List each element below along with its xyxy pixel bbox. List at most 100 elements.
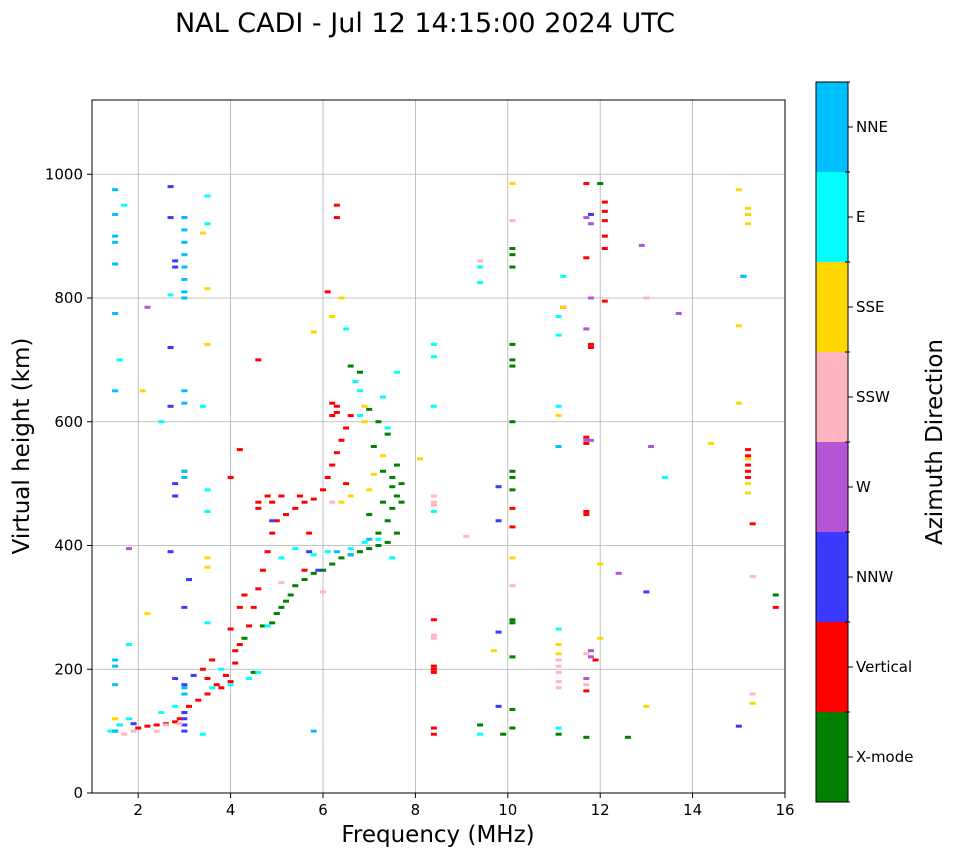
data-point-ssw (749, 692, 756, 696)
data-point-e (661, 475, 668, 479)
data-point-e (352, 380, 359, 384)
data-point-nne (181, 296, 188, 300)
data-point-w (587, 438, 594, 442)
data-point-x-mode (509, 726, 516, 730)
data-point-x-mode (380, 500, 387, 504)
data-point-vertical (430, 664, 437, 668)
data-point-w (615, 571, 622, 575)
data-point-w (675, 311, 682, 315)
data-point-vertical (176, 717, 183, 721)
data-point-vertical (745, 475, 752, 479)
data-point-vertical (292, 506, 299, 510)
colorbar-tick-label: W (856, 478, 871, 496)
data-point-nnw (495, 485, 502, 489)
data-point-vertical (333, 451, 340, 455)
data-point-vertical (301, 500, 308, 504)
data-point-x-mode (366, 547, 373, 551)
data-point-nnw (167, 185, 174, 189)
data-point-x-mode (583, 735, 590, 739)
data-point-nnw (495, 630, 502, 634)
y-tick-label: 0 (73, 784, 83, 802)
y-tick-label: 800 (54, 289, 83, 307)
colorbar: X-mode Vertical NNW W SSW SSE E NNE (815, 81, 913, 803)
data-point-vertical (601, 247, 608, 250)
data-point-vertical (430, 667, 437, 671)
data-point-x-mode (338, 556, 345, 560)
data-point-e (204, 222, 211, 226)
data-point-vertical (509, 506, 516, 510)
data-point-x-mode (241, 636, 248, 640)
data-point-nnw (172, 677, 179, 681)
data-point-e (121, 203, 128, 207)
data-point-e (116, 723, 123, 727)
data-point-x-mode (384, 540, 391, 544)
data-point-sse (745, 206, 752, 210)
data-point-e (278, 556, 285, 560)
data-point-nnw (181, 723, 188, 727)
data-point-x-mode (389, 506, 396, 510)
data-point-nne (181, 277, 188, 281)
data-point-e (204, 509, 211, 513)
data-point-x-mode (292, 584, 299, 588)
data-point-nnw (167, 550, 174, 554)
data-point-nne (112, 389, 119, 393)
data-point-vertical (209, 658, 216, 662)
data-point-nnw (190, 673, 197, 677)
x-tick-label: 6 (318, 801, 328, 819)
data-point-vertical (745, 448, 752, 452)
x-tick-label: 12 (591, 801, 610, 819)
colorbar-segment (816, 352, 848, 442)
data-point-sse (329, 315, 336, 319)
data-point-vertical (218, 686, 225, 690)
data-point-x-mode (370, 445, 377, 448)
data-point-x-mode (366, 513, 373, 517)
data-point-ssw (176, 722, 183, 726)
data-point-vertical (204, 677, 211, 681)
data-point-vertical (583, 509, 590, 513)
data-point-x-mode (389, 475, 396, 479)
data-point-sse (361, 420, 368, 424)
colorbar-tick-label: X-mode (856, 748, 913, 766)
data-point-e (204, 621, 211, 625)
data-point-vertical (329, 414, 336, 418)
data-point-w (125, 547, 132, 551)
data-point-nnw (181, 683, 188, 687)
data-point-vertical (601, 299, 608, 303)
data-point-nnw (172, 259, 179, 263)
data-point-sse (204, 565, 211, 569)
data-point-vertical (509, 525, 516, 529)
data-point-sse (338, 296, 345, 300)
data-point-e (158, 420, 165, 424)
data-point-x-mode (366, 407, 373, 411)
data-point-ssw (430, 500, 437, 504)
data-point-e (430, 355, 437, 359)
data-point-sse (310, 330, 317, 334)
data-point-w (638, 243, 645, 247)
data-point-ssw (329, 500, 336, 504)
data-point-sse (370, 472, 377, 476)
data-point-ssw (583, 683, 590, 687)
data-point-sse (417, 457, 424, 461)
data-point-e (555, 726, 562, 730)
data-point-x-mode (259, 624, 266, 628)
data-point-vertical (186, 704, 193, 708)
data-point-ssw (555, 664, 562, 668)
data-point-vertical (343, 426, 350, 430)
data-point-nne (181, 290, 188, 294)
data-point-vertical (333, 410, 340, 414)
data-point-nne (181, 401, 188, 405)
data-point-vertical (269, 531, 276, 535)
data-point-w (587, 222, 594, 226)
data-point-x-mode (509, 253, 516, 257)
data-point-e (555, 333, 562, 337)
data-point-x-mode (389, 485, 396, 489)
chart-title: NAL CADI - Jul 12 14:15:00 2024 UTC (175, 8, 675, 39)
data-point-x-mode (393, 463, 400, 467)
data-point-sse (745, 212, 752, 216)
data-point-vertical (583, 441, 590, 445)
data-point-e (477, 732, 484, 736)
x-axis-label: Frequency (MHz) (341, 822, 534, 848)
data-point-x-mode (597, 182, 604, 186)
data-point-vertical (283, 513, 290, 517)
